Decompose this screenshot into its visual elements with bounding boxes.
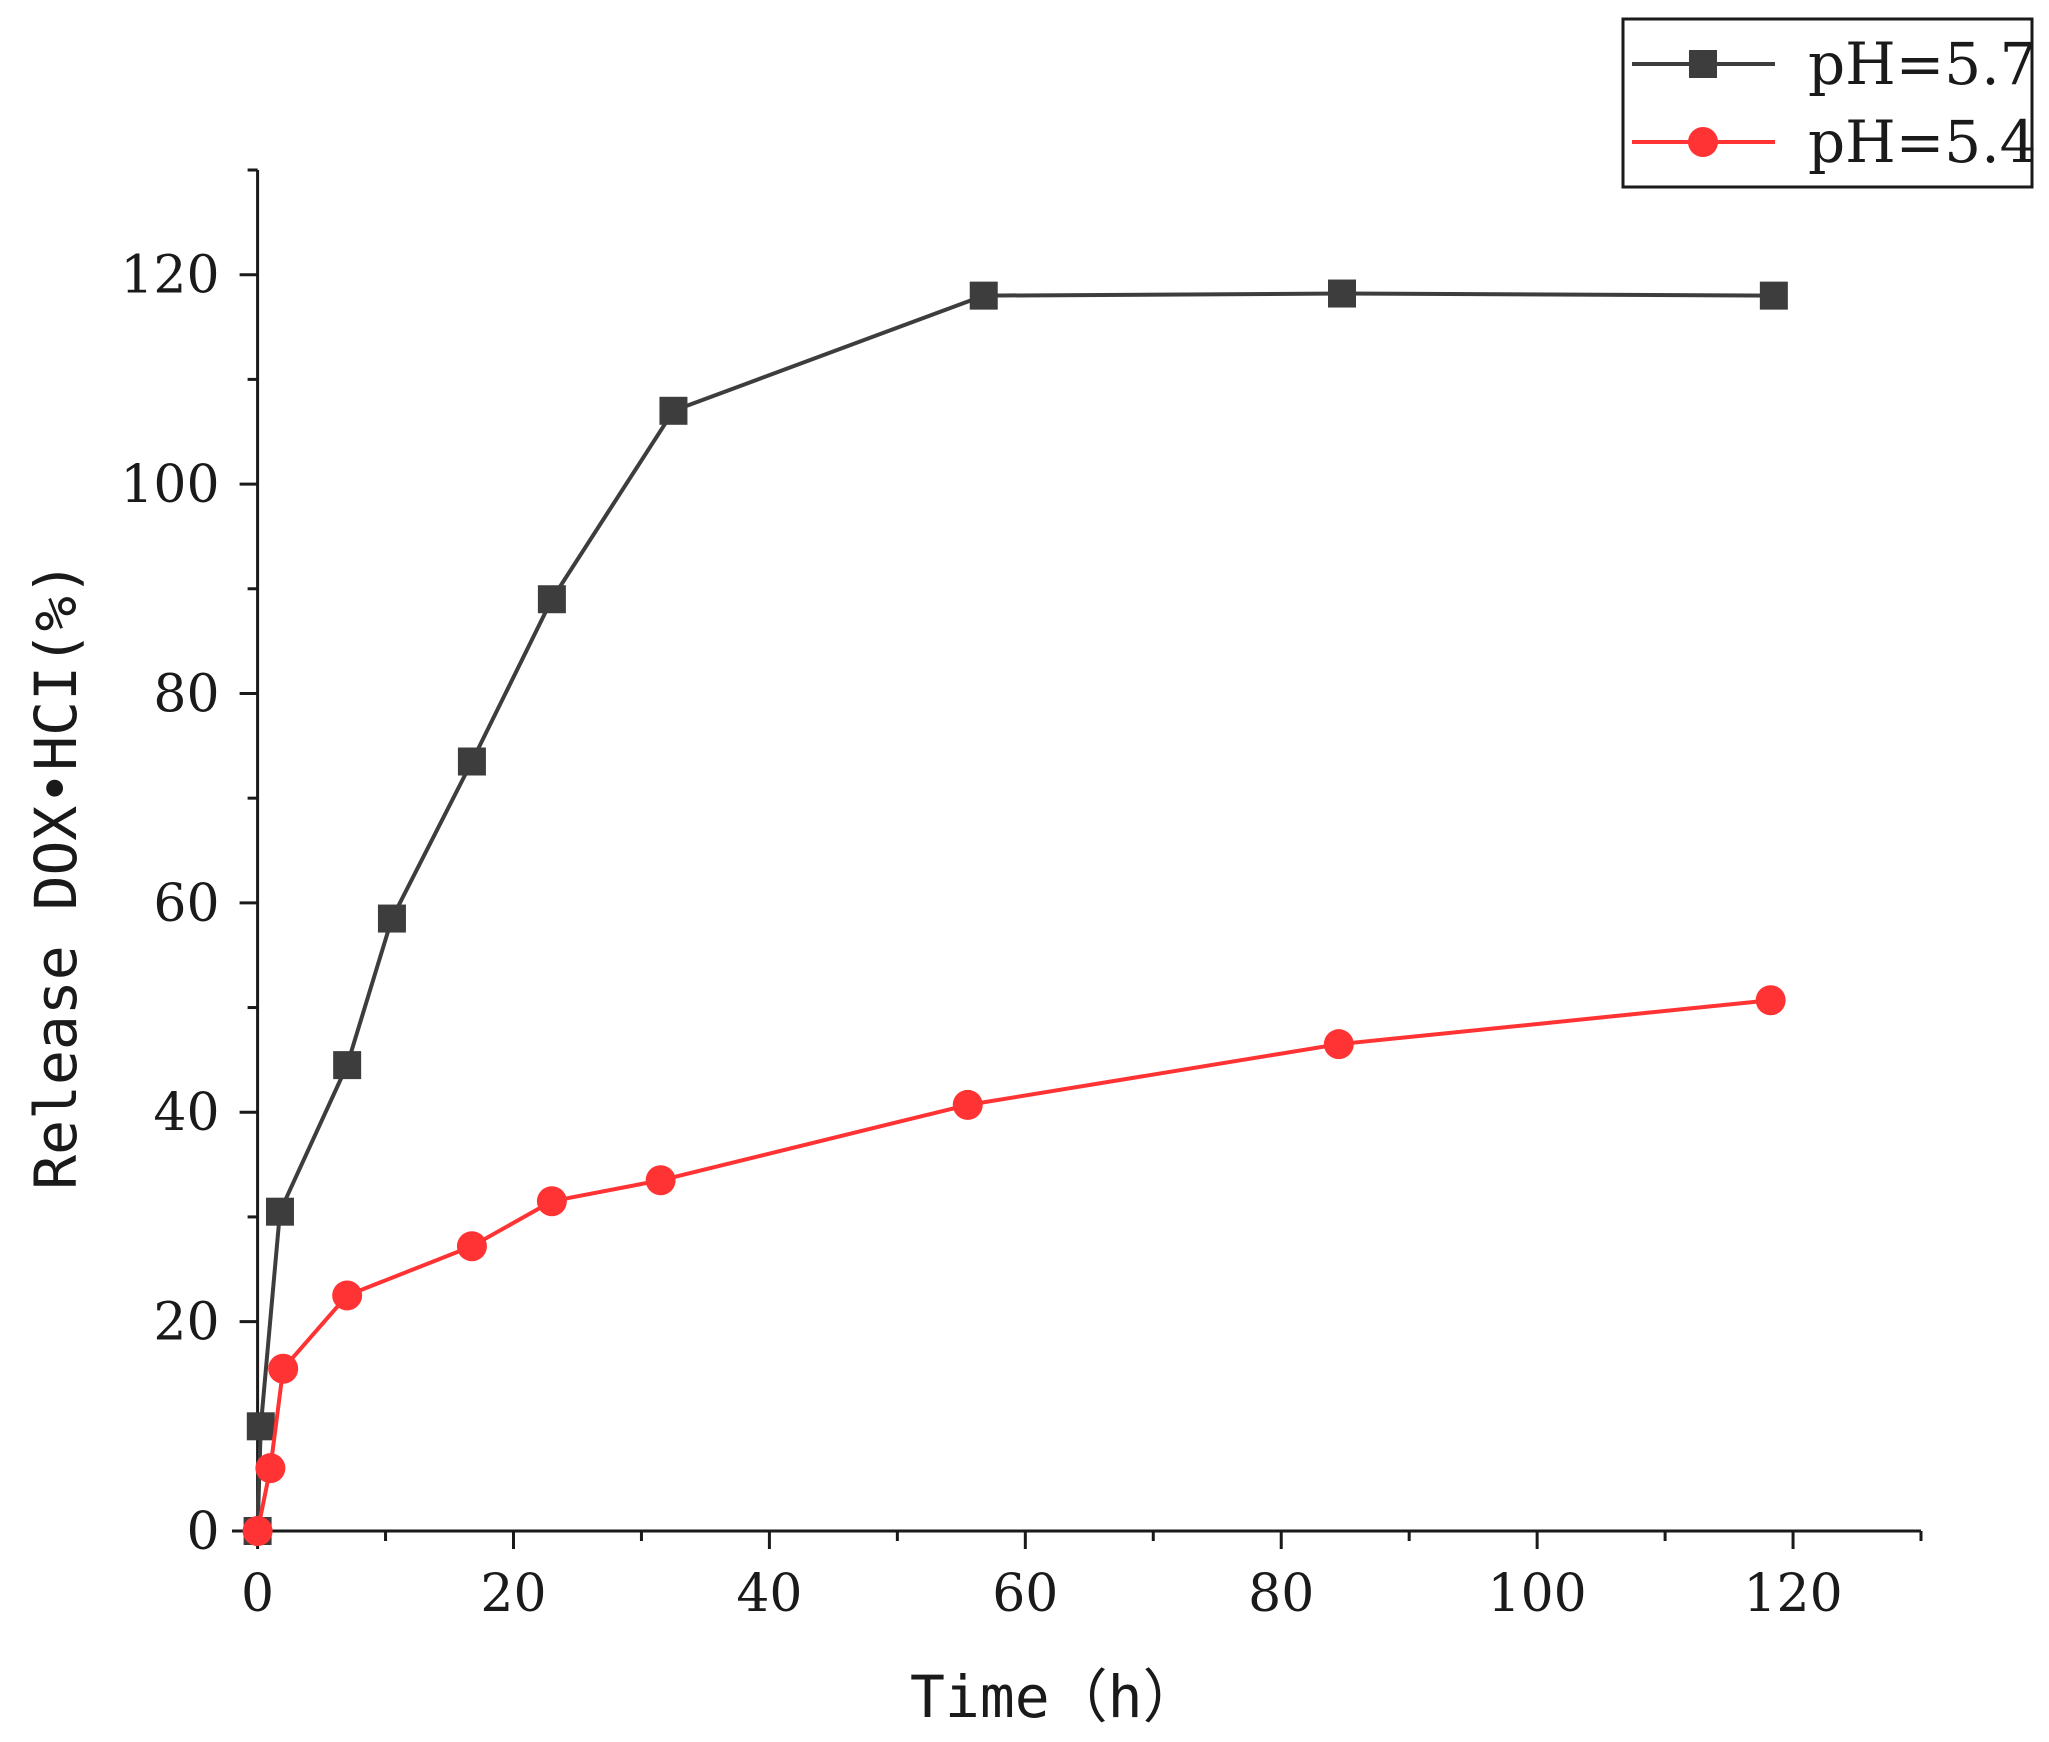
legend-box (1621, 17, 2034, 189)
legend-marker (1688, 127, 1718, 157)
data-point (333, 1051, 362, 1080)
data-point (246, 1412, 275, 1441)
x-tick-label: 0 (241, 1564, 274, 1624)
data-point (332, 1280, 363, 1311)
y-tick-label: 80 (153, 664, 219, 724)
series-line (255, 998, 1771, 1532)
x-tick-label: 100 (1488, 1564, 1587, 1624)
series-line (255, 291, 1774, 1532)
legend-item: pH=5.4 (1632, 108, 2037, 176)
y-tick-label: 60 (153, 874, 219, 934)
axes (232, 168, 1923, 1549)
data-point (536, 1186, 567, 1217)
data-point (265, 1197, 294, 1226)
data-point (268, 1353, 299, 1384)
data-point (457, 747, 486, 776)
x-tick-label: 60 (992, 1564, 1058, 1624)
tick-labels: 0 20 40 60 80 100 120 0 20 40 60 80 100 120 (120, 246, 1842, 1624)
y-tick-label: 0 (186, 1502, 219, 1562)
data-point (1755, 985, 1786, 1016)
legend-marker (1689, 50, 1717, 78)
legend-item: pH=5.7 (1632, 30, 2037, 98)
y-axis-title: Release DOX•HCI(%) (22, 561, 90, 1190)
data-point (1759, 281, 1788, 310)
series-1 (243, 279, 1788, 1545)
data-point (255, 1453, 286, 1484)
data-point (952, 1089, 983, 1120)
data-point (242, 1516, 273, 1546)
y-tick-label: 120 (120, 246, 219, 306)
data-point (537, 585, 566, 614)
data-point (659, 396, 688, 425)
series-layer (242, 279, 1788, 1546)
data-point (645, 1165, 676, 1196)
y-tick-label: 40 (153, 1083, 219, 1143)
data-point (456, 1231, 487, 1262)
x-tick-label: 40 (736, 1564, 802, 1624)
x-axis-title: Time（h） (910, 1663, 1201, 1731)
data-point (377, 904, 406, 933)
series-2 (242, 985, 1786, 1546)
legend: pH=5.7 pH=5.4 (1621, 17, 2037, 189)
x-tick-label: 20 (480, 1564, 546, 1624)
data-point (1328, 279, 1357, 308)
legend-label: pH=5.4 (1808, 108, 2037, 176)
legend-label: pH=5.7 (1808, 30, 2037, 98)
y-tick-label: 100 (120, 455, 219, 515)
data-point (969, 281, 998, 310)
data-point (1323, 1029, 1354, 1060)
y-tick-label: 20 (153, 1293, 219, 1353)
x-tick-label: 120 (1743, 1564, 1842, 1624)
x-tick-label: 80 (1248, 1564, 1314, 1624)
